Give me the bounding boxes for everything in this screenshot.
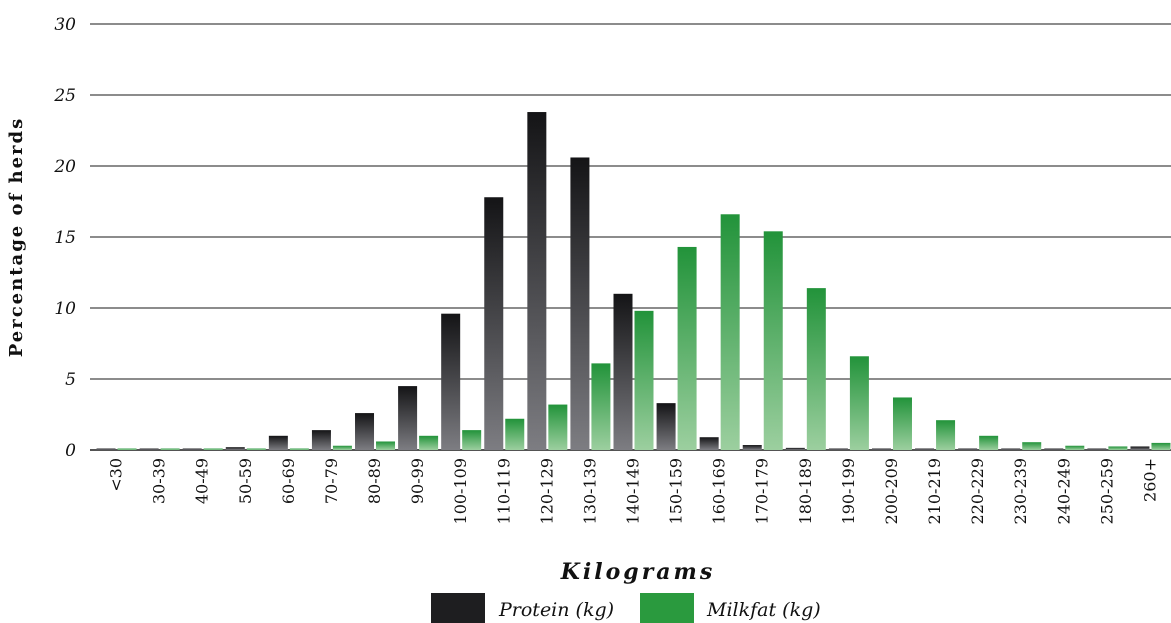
bar-milkfat	[160, 448, 180, 450]
bar-protein	[96, 448, 116, 450]
x-tick-label: 60-69	[279, 458, 298, 504]
bar-protein	[1130, 446, 1150, 450]
x-tick-label: 190-199	[839, 458, 858, 524]
bar-milkfat	[936, 420, 956, 450]
bar-protein	[570, 157, 590, 451]
bar-protein	[958, 448, 978, 450]
x-tick-label: 50-59	[236, 458, 255, 504]
x-tick-label: 30-39	[150, 458, 169, 504]
bar-protein	[828, 448, 848, 450]
bar-protein	[656, 403, 676, 450]
bar-milkfat	[419, 435, 439, 450]
bar-protein	[355, 413, 375, 450]
x-tick-label: 100-109	[451, 458, 470, 524]
bar-milkfat	[376, 441, 396, 450]
y-tick-label: 25	[53, 86, 76, 106]
bar-protein	[182, 448, 202, 450]
bar-protein	[1044, 448, 1064, 450]
x-tick-label: 160-169	[710, 458, 729, 524]
bar-milkfat	[462, 430, 482, 450]
bar-protein	[742, 445, 762, 450]
bar-protein	[613, 293, 633, 450]
bar-protein	[225, 447, 245, 450]
bar-protein	[785, 447, 805, 450]
bar-protein	[441, 313, 461, 450]
x-tick-label: 180-189	[796, 458, 815, 524]
bar-milkfat	[892, 397, 912, 450]
x-tick-label: 80-89	[365, 458, 384, 504]
bar-protein	[915, 448, 935, 450]
x-tick-label: <30	[107, 458, 126, 492]
bar-protein	[527, 112, 547, 450]
bar-milkfat	[246, 448, 266, 450]
x-tick-label: 150-159	[667, 458, 686, 524]
x-tick-label: 90-99	[408, 458, 427, 504]
x-tick-label: 40-49	[193, 458, 212, 504]
y-tick-label: 30	[54, 15, 76, 35]
bar-milkfat	[548, 404, 568, 450]
bar-milkfat	[203, 448, 223, 450]
bar-protein	[1087, 448, 1107, 450]
bar-protein	[871, 448, 891, 450]
bar-protein	[1001, 448, 1021, 450]
bar-milkfat	[1151, 442, 1171, 450]
y-tick-label: 20	[53, 157, 76, 177]
y-tick-label: 10	[54, 299, 76, 319]
x-tick-label: 110-119	[494, 458, 513, 524]
bar-protein	[311, 430, 331, 450]
legend-swatch-milkfat	[640, 593, 694, 623]
x-tick-label: 260+	[1140, 458, 1159, 502]
x-tick-label: 70-79	[322, 458, 341, 504]
bar-milkfat	[505, 418, 525, 450]
legend-label-milkfat: Milkfat (kg)	[706, 599, 821, 621]
bar-protein	[699, 437, 719, 450]
x-tick-label: 210-219	[925, 458, 944, 524]
bar-milkfat	[979, 435, 999, 450]
y-tick-label: 5	[65, 370, 76, 390]
bar-protein	[139, 448, 159, 450]
bar-milkfat	[849, 356, 869, 450]
bar-milkfat	[591, 363, 611, 450]
x-tick-label: 170-179	[753, 458, 772, 524]
bar-protein	[484, 197, 504, 450]
x-tick-label: 240-249	[1054, 458, 1073, 524]
bar-protein	[398, 386, 418, 450]
y-tick-labels: 0 5 10 15 20 25 30	[53, 15, 76, 461]
bar-milkfat	[806, 288, 826, 450]
x-tick-label: 230-239	[1011, 458, 1030, 524]
x-tick-labels: <30 30-39 40-49 50-59 60-69 70-79 80-89 90-99 10…	[107, 458, 1160, 524]
bar-milkfat	[1065, 445, 1085, 450]
legend-label-protein: Protein (kg)	[498, 599, 614, 621]
bar-milkfat	[677, 246, 697, 450]
y-axis-title: Percentage of herds	[6, 117, 27, 358]
legend-swatch-protein	[431, 593, 485, 623]
y-tick-label: 0	[65, 441, 76, 461]
bar-milkfat	[763, 231, 783, 450]
bar-milkfat	[634, 310, 654, 450]
bar-milkfat	[1108, 446, 1128, 450]
bar-protein	[268, 435, 288, 450]
x-tick-label: 200-209	[882, 458, 901, 524]
bar-milkfat	[332, 445, 352, 450]
bar-milkfat	[720, 214, 740, 450]
bar-milkfat	[1022, 442, 1042, 450]
bar-milkfat	[289, 448, 309, 450]
bars	[96, 112, 1171, 451]
y-tick-label: 15	[54, 228, 76, 248]
x-tick-label: 220-229	[968, 458, 987, 524]
x-tick-label: 130-139	[580, 458, 599, 524]
bar-milkfat	[117, 448, 137, 450]
x-axis-title: Kilograms	[560, 559, 715, 585]
legend: Protein (kg) Milkfat (kg)	[431, 593, 821, 623]
x-tick-label: 120-129	[537, 458, 556, 524]
x-tick-label: 140-149	[624, 458, 643, 524]
x-tick-label: 250-259	[1097, 458, 1116, 524]
